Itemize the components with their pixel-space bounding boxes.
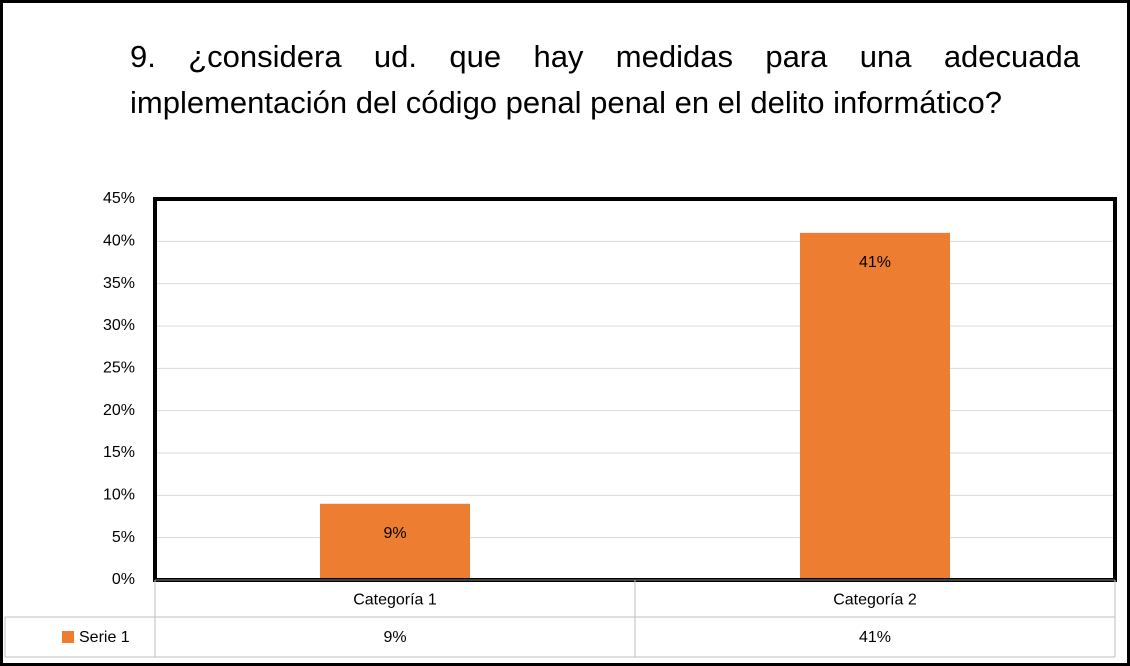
y-tick-label: 5% bbox=[112, 529, 135, 546]
table-value: 41% bbox=[859, 629, 891, 646]
chart-title: 9. ¿considera ud. que hay medidas para u… bbox=[130, 39, 1080, 120]
plot-border bbox=[153, 197, 1117, 582]
y-tick-label: 40% bbox=[103, 233, 135, 250]
y-tick-label: 20% bbox=[103, 402, 135, 419]
legend-label: Serie 1 bbox=[79, 629, 130, 646]
table-value: 9% bbox=[383, 629, 406, 646]
y-tick-label: 30% bbox=[103, 317, 135, 334]
bar bbox=[800, 232, 950, 580]
y-tick-label: 0% bbox=[112, 571, 135, 588]
x-tick-label: Categoría 2 bbox=[833, 592, 917, 609]
data-label: 41% bbox=[859, 254, 891, 271]
legend-swatch bbox=[62, 631, 74, 643]
data-label: 9% bbox=[383, 525, 406, 542]
y-tick-label: 15% bbox=[103, 444, 135, 461]
y-tick-label: 35% bbox=[103, 275, 135, 292]
bar bbox=[320, 503, 470, 580]
y-tick-label: 45% bbox=[103, 190, 135, 207]
x-tick-label: Categoría 1 bbox=[353, 592, 437, 609]
y-tick-label: 25% bbox=[103, 360, 135, 377]
y-tick-label: 10% bbox=[103, 487, 135, 504]
